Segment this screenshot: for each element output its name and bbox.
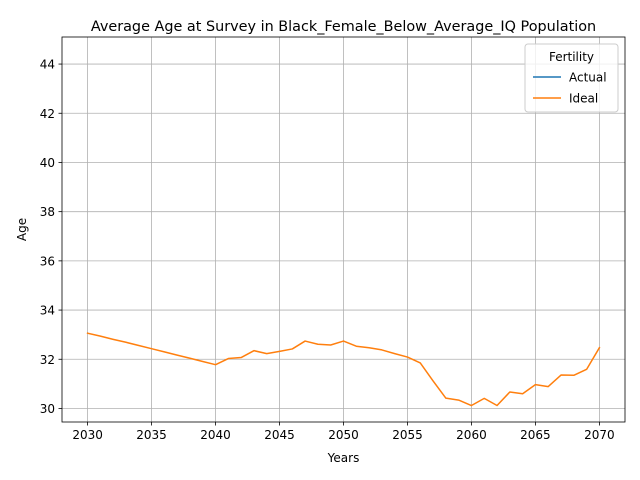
y-tick-label: 34	[40, 304, 55, 318]
x-tick-label: 2065	[520, 428, 551, 442]
x-tick-label: 2070	[584, 428, 615, 442]
y-tick-label: 32	[40, 353, 55, 367]
y-tick-label: 40	[40, 156, 55, 170]
series-layer	[86, 332, 601, 407]
x-tick-label: 2040	[200, 428, 231, 442]
y-tick-label: 38	[40, 205, 55, 219]
y-tick-label: 36	[40, 254, 55, 268]
x-axis: 2030 2035 2040 2045 2050 2055 2060 2065 2070	[72, 422, 615, 442]
x-tick-label: 2060	[456, 428, 487, 442]
series-line-ideal	[86, 332, 601, 407]
legend-label-actual: Actual	[569, 71, 607, 85]
legend-box	[524, 43, 619, 113]
x-tick-label: 2030	[72, 428, 103, 442]
y-axis: 30 32 34 36 38 40 42 44	[40, 58, 62, 416]
x-tick-label: 2055	[392, 428, 423, 442]
x-axis-label: Years	[327, 451, 360, 465]
y-axis-label: Age	[15, 218, 29, 241]
y-tick-label: 30	[40, 402, 55, 416]
x-tick-label: 2045	[264, 428, 295, 442]
legend-label-ideal: Ideal	[569, 92, 598, 106]
y-tick-label: 42	[40, 107, 55, 121]
chart-title: Average Age at Survey in Black_Female_Be…	[91, 19, 596, 35]
x-tick-label: 2050	[328, 428, 359, 442]
x-tick-label: 2035	[136, 428, 167, 442]
legend-title: Fertility	[549, 50, 594, 64]
y-tick-label: 44	[40, 58, 55, 72]
legend: Fertility Actual Ideal	[524, 43, 619, 113]
